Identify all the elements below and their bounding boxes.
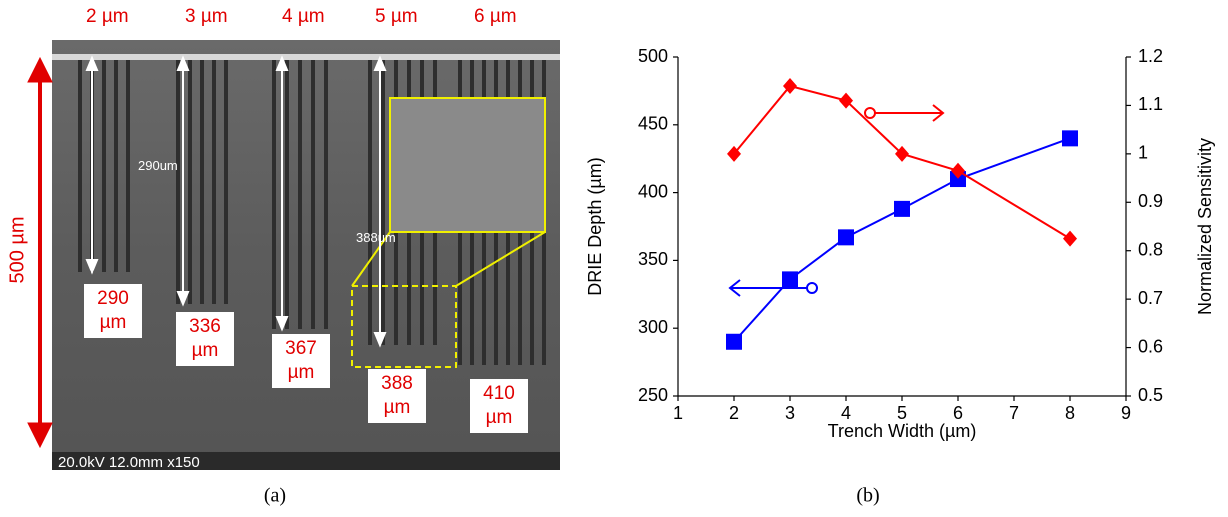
- marker: [894, 200, 910, 217]
- trench: [298, 60, 302, 329]
- x-tick-label: 4: [841, 403, 851, 423]
- y2-tick-label: 1.1: [1138, 94, 1163, 114]
- depth-arrows: [85, 55, 387, 348]
- x-tick-label: 9: [1121, 403, 1131, 423]
- trench: [212, 60, 216, 304]
- marker: [950, 171, 966, 188]
- y2-tick-label: 0.8: [1138, 239, 1163, 259]
- surface: [52, 54, 560, 60]
- y-tick-label: 450: [638, 114, 668, 134]
- depth-label: 388 µm: [368, 369, 426, 423]
- info-bar: [52, 452, 560, 470]
- marker: [839, 92, 853, 109]
- arrow-head: [275, 55, 289, 71]
- arrow-head: [85, 55, 99, 71]
- trench: [381, 60, 385, 345]
- depth-label: 367 µm: [272, 334, 330, 388]
- y2-tick-label: 1.2: [1138, 46, 1163, 66]
- trench: [102, 60, 106, 272]
- y2-tick-label: 0.5: [1138, 385, 1163, 405]
- sem-info: 20.0kV 12.0mm x150: [58, 454, 200, 471]
- arrow-head: [85, 259, 99, 275]
- height-label: 500 µm: [6, 216, 28, 283]
- marker: [895, 145, 909, 162]
- trench: [78, 60, 82, 272]
- arrow-head: [176, 55, 190, 71]
- series-pointer: [806, 282, 818, 294]
- y-tick-label: 300: [638, 317, 668, 337]
- marker: [726, 333, 742, 350]
- width-label: 3 µm: [185, 6, 228, 27]
- x-tick-label: 6: [953, 403, 963, 423]
- x-tick-label: 2: [729, 403, 739, 423]
- caption: (a): [264, 485, 286, 507]
- trench: [324, 60, 328, 329]
- zoom-box: [351, 285, 457, 368]
- trench: [368, 60, 372, 345]
- arrow-head: [176, 291, 190, 307]
- y2-tick-label: 0.9: [1138, 191, 1163, 211]
- y-axis-label: DRIE Depth (µm): [585, 157, 605, 295]
- axis-arrow-head: [728, 279, 741, 297]
- inset: [389, 97, 546, 233]
- chart: 1 2 3 4 5 6 7 8 9 250 300 350 400 450 500 0.5 0.6 0.7 0.8 0…: [585, 46, 1215, 441]
- marker: [782, 271, 798, 288]
- series-line: [733, 137, 1071, 343]
- depth-label: 336 µm: [176, 312, 234, 366]
- trench: [272, 60, 276, 329]
- marker: [727, 145, 741, 162]
- marker: [951, 162, 965, 179]
- y-tick-label: 250: [638, 385, 668, 405]
- trench: [126, 60, 130, 272]
- y-tick-label: 350: [638, 249, 668, 269]
- measure-label: 388um: [356, 230, 396, 245]
- x-tick-label: 1: [673, 403, 683, 423]
- trench: [188, 60, 192, 304]
- trench: [200, 60, 204, 304]
- marker: [783, 78, 797, 95]
- marker: [1063, 230, 1077, 247]
- x-tick-label: 5: [897, 403, 907, 423]
- x-tick-label: 7: [1009, 403, 1019, 423]
- trench: [224, 60, 228, 304]
- x-axis-label: Trench Width (µm): [828, 421, 977, 441]
- height-arrow: [27, 56, 53, 449]
- x-tick-label: 3: [785, 403, 795, 423]
- depth-label: 290 µm: [84, 284, 142, 338]
- axis-arrow-head: [932, 104, 945, 122]
- y2-axis-label: Normalized Sensitivity: [1195, 138, 1215, 315]
- arrow-head: [373, 332, 387, 348]
- y2-tick-label: 0.6: [1138, 336, 1163, 356]
- y-tick-label: 400: [638, 181, 668, 201]
- depth-label: 410 µm: [470, 379, 528, 433]
- caption: (b): [856, 485, 879, 507]
- series-pointer: [864, 107, 876, 119]
- marker: [1062, 130, 1078, 147]
- marker: [838, 229, 854, 246]
- width-label: 6 µm: [474, 6, 517, 27]
- arrow-head: [275, 316, 289, 332]
- y2-tick-label: 0.7: [1138, 288, 1163, 308]
- trench: [285, 60, 289, 329]
- trench: [311, 60, 315, 329]
- x-tick-label: 8: [1065, 403, 1075, 423]
- series-line: [733, 84, 1071, 240]
- trench: [176, 60, 180, 304]
- trench: [114, 60, 118, 272]
- width-label: 4 µm: [282, 6, 325, 27]
- y-tick-label: 500: [638, 46, 668, 66]
- width-label: 2 µm: [86, 6, 129, 27]
- arrow-head: [373, 55, 387, 71]
- y2-tick-label: 1: [1138, 143, 1148, 163]
- width-label: 5 µm: [375, 6, 418, 27]
- zoom-link: [455, 231, 546, 287]
- measure-label: 290um: [138, 158, 178, 173]
- zoom-link: [351, 231, 391, 287]
